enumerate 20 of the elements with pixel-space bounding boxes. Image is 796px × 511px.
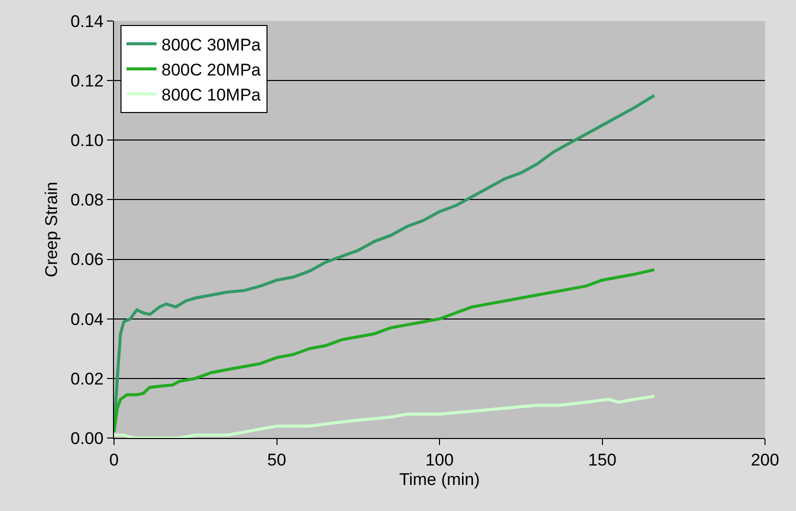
x-axis-title: Time (min): [399, 470, 480, 489]
legend-label: 800C 10MPa: [162, 86, 262, 105]
line-series: [114, 268, 656, 434]
x-tick-label: 150: [588, 450, 616, 470]
line-series: [114, 394, 656, 438]
y-tick-label: 0.06: [70, 250, 104, 270]
x-tick-label: 200: [750, 450, 780, 470]
x-tick-label: 0: [109, 450, 119, 470]
x-tick-label: 100: [425, 450, 454, 470]
y-tick-label: 0.08: [70, 190, 104, 210]
y-tick-label: 0.12: [70, 72, 104, 91]
legend-label: 800C 20MPa: [162, 60, 262, 80]
y-tick-label: 0.02: [70, 369, 104, 388]
legend-label: 800C 30MPa: [162, 35, 262, 54]
x-tick-label: 50: [267, 450, 286, 470]
y-tick-label: 0.00: [70, 428, 104, 448]
y-tick-label: 0.04: [70, 310, 104, 329]
y-tick-label: 0.10: [70, 131, 104, 150]
y-tick-label: 0.14: [70, 12, 104, 31]
y-axis-title: Creep Strain: [42, 182, 62, 278]
